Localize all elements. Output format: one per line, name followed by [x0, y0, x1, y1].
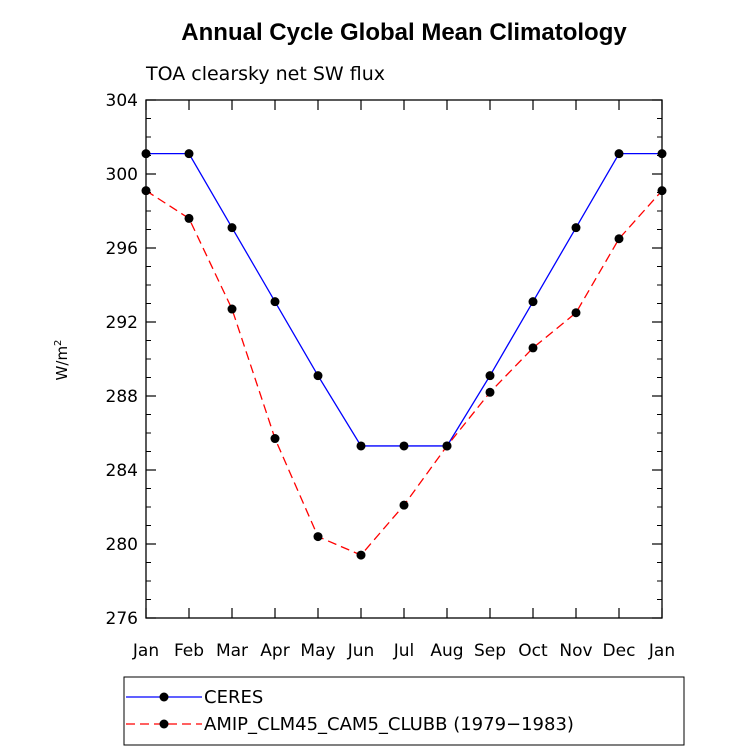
y-axis-label-superscript: 2 — [53, 340, 64, 346]
x-tick-label: Jan — [132, 641, 159, 661]
x-tick-label: Jun — [347, 641, 375, 661]
legend-box — [123, 676, 685, 746]
legend-marker-0 — [159, 692, 169, 702]
data-point-1 — [614, 234, 624, 244]
data-point-0 — [313, 371, 323, 381]
x-tick-label: Nov — [559, 641, 592, 661]
data-point-1 — [399, 500, 409, 510]
data-point-0 — [184, 149, 194, 159]
data-point-0 — [528, 297, 538, 307]
series-line-0 — [146, 152, 662, 447]
data-point-1 — [227, 304, 237, 314]
data-point-0 — [614, 149, 624, 159]
data-point-0 — [356, 441, 366, 451]
x-tick-label: Oct — [518, 641, 548, 661]
y-tick-label: 300 — [106, 165, 138, 185]
x-tick-label: Jul — [393, 641, 415, 661]
svg-text:W/m2: W/m2 — [53, 340, 71, 381]
data-point-0 — [227, 223, 237, 233]
x-tick-label: Mar — [216, 641, 248, 661]
legend-label-0: CERES — [204, 687, 263, 708]
y-axis-label-text: W/m — [53, 346, 71, 381]
y-tick-label: 276 — [106, 609, 138, 629]
y-tick-label: 288 — [106, 387, 138, 407]
x-tick-label: Sep — [474, 641, 506, 661]
data-point-1 — [442, 441, 452, 451]
y-tick-label: 304 — [106, 91, 138, 111]
y-tick-label: 284 — [106, 461, 138, 481]
legend: CERES AMIP_CLM45_CAM5_CLUBB (1979−1983) — [123, 676, 685, 746]
legend-marker-1 — [159, 719, 169, 729]
y-axis-label: W/m2 — [53, 340, 71, 381]
y-tick-label: 296 — [106, 239, 138, 259]
data-point-1 — [356, 550, 366, 560]
data-point-0 — [485, 371, 495, 381]
data-point-0 — [270, 297, 280, 307]
x-tick-label: Aug — [430, 641, 463, 661]
data-point-1 — [184, 213, 194, 223]
y-tick-labels: 276 280 284 288 292 296 300 304 — [106, 91, 138, 629]
x-tick-labels: Jan Feb Mar Apr May Jun Jul Aug Sep Oct Nov Dec Jan — [132, 641, 675, 661]
series-line-1 — [145, 190, 663, 556]
x-tick-label: Apr — [260, 641, 289, 661]
data-point-0 — [571, 223, 581, 233]
x-tick-label: Feb — [174, 641, 204, 661]
data-point-0 — [141, 149, 151, 159]
x-tick-label: Dec — [603, 641, 636, 661]
data-point-0 — [399, 441, 409, 451]
series-layer — [141, 149, 667, 560]
y-tick-label: 280 — [106, 535, 138, 555]
axis-ticks — [145, 99, 663, 619]
x-tick-label: Jan — [648, 641, 675, 661]
data-point-1 — [141, 186, 151, 196]
legend-label-1: AMIP_CLM45_CAM5_CLUBB (1979−1983) — [204, 714, 574, 735]
chart-title: Annual Cycle Global Mean Climatology — [181, 19, 627, 46]
data-point-1 — [657, 186, 667, 196]
chart-subtitle: TOA clearsky net SW flux — [145, 63, 385, 85]
y-tick-label: 292 — [106, 313, 138, 333]
x-tick-label: May — [300, 641, 335, 661]
data-point-0 — [657, 149, 667, 159]
data-point-1 — [571, 308, 581, 318]
data-point-1 — [528, 343, 538, 353]
data-point-1 — [485, 387, 495, 397]
data-point-1 — [313, 532, 323, 542]
plot-frame — [145, 99, 663, 619]
data-point-1 — [270, 434, 280, 444]
